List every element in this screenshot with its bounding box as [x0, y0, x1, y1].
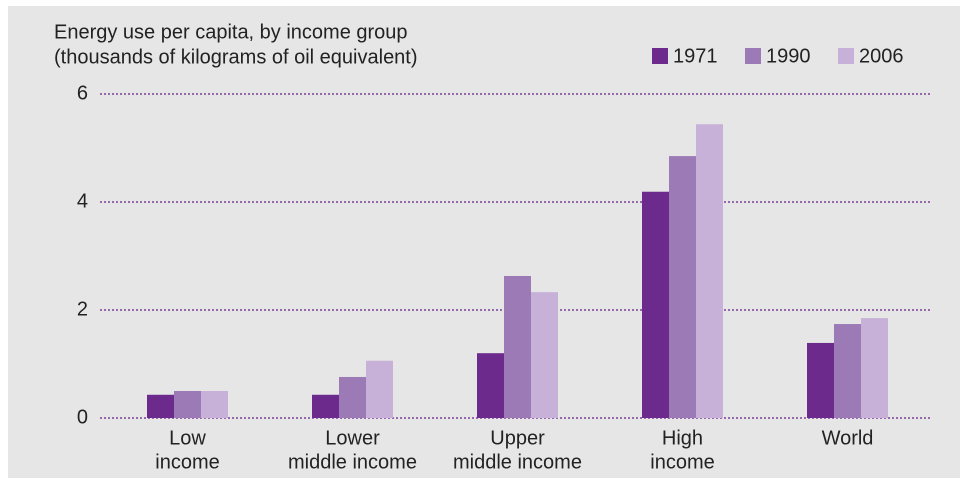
bar — [669, 156, 696, 418]
bar — [366, 360, 393, 418]
x-tick-label: middle income — [288, 451, 417, 473]
chart-subtitle: (thousands of kilograms of oil equivalen… — [54, 46, 418, 68]
bar — [477, 353, 504, 418]
bar — [642, 191, 669, 418]
bar — [807, 342, 834, 418]
x-tick-label: income — [155, 451, 219, 473]
x-tick-label: middle income — [453, 451, 582, 473]
y-tick-label: 2 — [77, 298, 88, 320]
x-tick-label: Lower — [325, 427, 380, 449]
legend-swatch — [838, 48, 854, 64]
bar — [861, 318, 888, 418]
bar — [696, 124, 723, 419]
y-tick-label: 4 — [77, 190, 88, 212]
bar — [504, 275, 531, 418]
bar — [834, 324, 861, 418]
bar — [312, 394, 339, 418]
x-tick-label: High — [662, 427, 703, 449]
x-tick-label: Low — [169, 427, 206, 449]
y-tick-label: 0 — [77, 406, 88, 428]
x-tick-label: income — [650, 451, 714, 473]
legend-swatch — [745, 48, 761, 64]
legend-swatch — [652, 48, 668, 64]
bar — [201, 391, 228, 418]
bar — [174, 391, 201, 418]
chart-title: Energy use per capita, by income group — [54, 21, 408, 43]
legend-label: 1990 — [766, 45, 811, 67]
bar — [531, 292, 558, 418]
legend-label: 2006 — [859, 45, 904, 67]
legend-label: 1971 — [673, 45, 718, 67]
bar — [339, 376, 366, 418]
x-tick-label: World — [822, 427, 874, 449]
y-tick-label: 6 — [77, 82, 88, 104]
x-tick-label: Upper — [490, 427, 545, 449]
bar — [147, 394, 174, 418]
